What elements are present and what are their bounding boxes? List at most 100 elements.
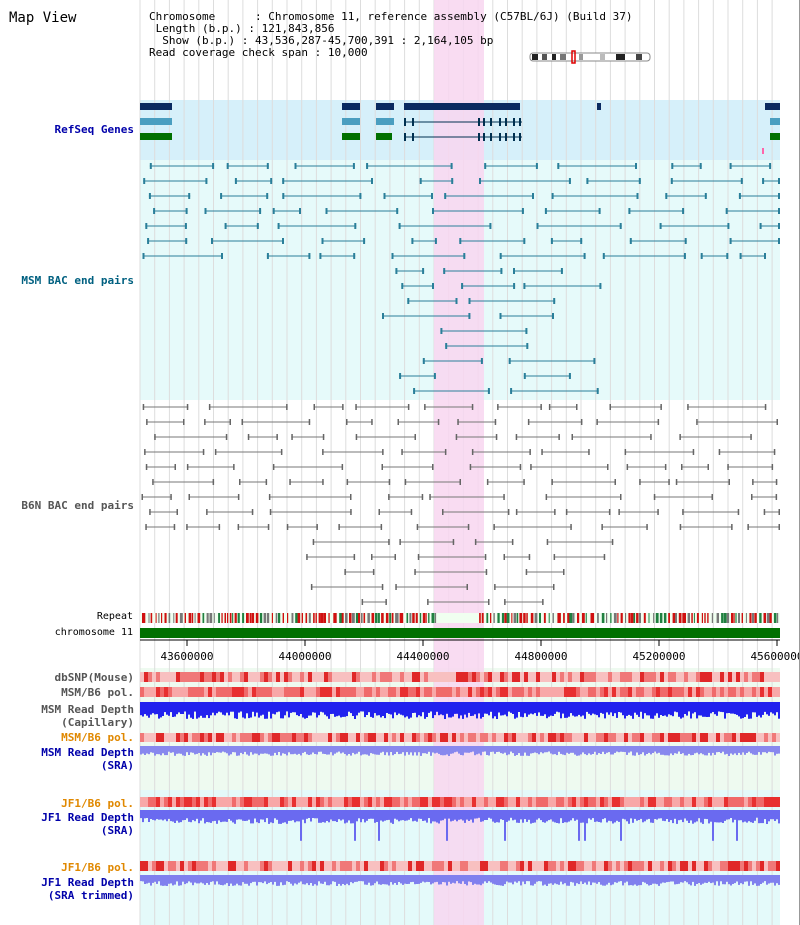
depth-bar <box>726 746 728 754</box>
depth-bar <box>592 746 594 754</box>
depth-bar <box>486 702 488 714</box>
msm-read-depth-sra-label-1[interactable]: MSM Read Depth <box>41 746 134 759</box>
heat-cell <box>632 687 636 697</box>
jf1-b6-pol-label[interactable]: JF1/B6 pol. <box>61 797 134 810</box>
depth-bar <box>202 746 204 754</box>
depth-bar <box>396 810 398 820</box>
depth-bar <box>598 702 600 718</box>
heat-cell <box>264 733 268 742</box>
msm-b6-pol-label[interactable]: MSM/B6 pol. <box>61 686 134 699</box>
b6n-bac-end <box>416 524 419 530</box>
heat-cell <box>504 861 508 871</box>
depth-bar <box>482 810 484 822</box>
b6n-bac-label[interactable]: B6N BAC end pairs <box>21 499 134 512</box>
heat-cell <box>524 733 528 742</box>
msm-bac-end <box>266 193 269 199</box>
heat-cell <box>772 687 776 697</box>
depth-bar <box>726 810 728 820</box>
depth-bar <box>378 702 380 716</box>
depth-bar <box>164 746 166 756</box>
depth-bar <box>478 810 480 818</box>
chromosome-ideogram[interactable] <box>529 50 651 64</box>
heat-cell <box>700 861 704 871</box>
heat-cell <box>448 672 452 682</box>
selected-region-highlight[interactable] <box>434 0 484 925</box>
depth-bar <box>458 875 460 884</box>
heat-cell <box>376 672 380 682</box>
msm-b6-pol-label-2[interactable]: MSM/B6 pol. <box>61 731 134 744</box>
repeat-element <box>636 613 639 623</box>
heat-cell <box>616 861 620 871</box>
msm-bac-end <box>568 373 571 379</box>
show-key: Show (b.p.) <box>162 34 236 47</box>
msm-bac-end <box>725 208 728 214</box>
depth-bar <box>266 810 268 819</box>
heat-cell <box>632 733 636 742</box>
msm-bac-pairs-track[interactable] <box>142 163 781 394</box>
b6n-bac-end <box>469 464 472 470</box>
depth-bar <box>668 875 670 882</box>
refseq-genes-label[interactable]: RefSeq Genes <box>54 123 134 136</box>
depth-bar <box>774 746 776 756</box>
depth-bar <box>144 875 146 884</box>
depth-bar <box>346 702 348 717</box>
repeat-element <box>291 613 294 623</box>
depth-bar <box>638 746 640 755</box>
msm-bac-end <box>532 193 534 199</box>
heat-cell <box>220 687 224 697</box>
refseq-exon <box>478 118 480 126</box>
depth-bar <box>718 875 720 886</box>
msm-bac-end <box>224 223 227 229</box>
msm-bac-end <box>143 178 146 184</box>
b6n-bac-end <box>484 554 487 560</box>
depth-bar <box>730 702 732 714</box>
heat-cell <box>632 861 636 871</box>
depth-bar <box>278 810 280 824</box>
depth-bar <box>312 746 314 753</box>
b6n-bac-end <box>551 479 553 485</box>
depth-bar <box>622 702 624 716</box>
depth-bar <box>488 810 490 818</box>
msm-bac-end <box>205 178 208 184</box>
depth-bar <box>406 746 408 753</box>
heat-cell <box>460 733 464 742</box>
b6n-bac-end <box>752 479 754 485</box>
heat-cell <box>324 797 328 807</box>
heat-cell <box>160 797 164 807</box>
msm-read-depth-capillary-label-1[interactable]: MSM Read Depth <box>41 703 134 716</box>
depth-bar <box>538 702 540 713</box>
depth-bar <box>736 746 738 756</box>
jf1-b6-pol-label-2[interactable]: JF1/B6 pol. <box>61 861 134 874</box>
heat-cell <box>616 672 620 682</box>
depth-bar <box>328 702 330 719</box>
repeat-element <box>229 613 232 623</box>
depth-bar <box>182 746 184 756</box>
heat-cell <box>232 861 236 871</box>
heat-cell <box>768 733 772 742</box>
depth-bar <box>776 702 778 713</box>
jf1-read-depth-sra-label-1[interactable]: JF1 Read Depth <box>41 811 134 824</box>
msm-bac-label[interactable]: MSM BAC end pairs <box>21 274 134 287</box>
dbsnp-label[interactable]: dbSNP(Mouse) <box>54 671 134 684</box>
jf1-read-depth-trimmed-label-1[interactable]: JF1 Read Depth <box>41 876 134 889</box>
depth-bar <box>276 746 278 756</box>
depth-bar <box>632 875 634 886</box>
depth-bar <box>278 875 280 886</box>
depth-bar <box>168 875 170 884</box>
heat-cell <box>752 797 756 807</box>
refseq-genes-track[interactable] <box>140 103 780 154</box>
heat-cell <box>396 672 400 682</box>
repeat-element <box>320 613 324 623</box>
heat-cell <box>672 687 676 697</box>
depth-bar <box>366 810 368 821</box>
heat-cell <box>412 687 416 697</box>
b6n-bac-pairs-track[interactable] <box>141 404 781 605</box>
depth-bar <box>266 875 268 885</box>
heat-cell <box>576 797 580 807</box>
depth-bar <box>340 746 342 754</box>
depth-bar <box>604 810 606 819</box>
heat-cell <box>696 672 700 682</box>
msm-bac-end <box>422 268 425 274</box>
b6n-bac-end <box>154 434 156 440</box>
